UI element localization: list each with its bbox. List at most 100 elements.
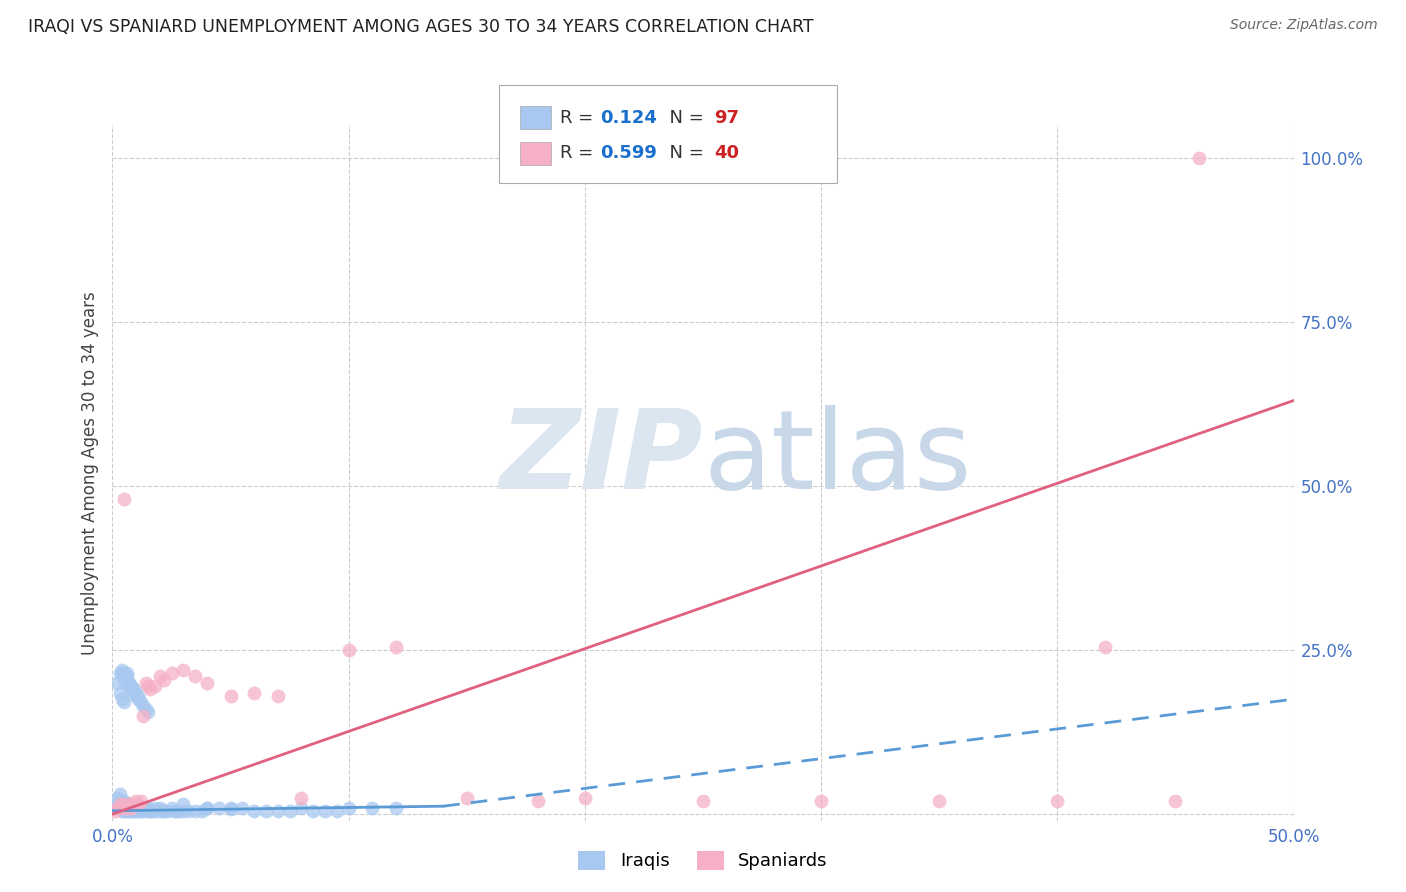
Point <box>149 669 172 683</box>
Point <box>337 643 360 657</box>
Point <box>120 679 142 693</box>
Point <box>302 804 325 818</box>
Point <box>111 794 134 808</box>
Point <box>172 797 194 812</box>
Point <box>243 804 266 818</box>
Point <box>111 797 134 812</box>
Y-axis label: Unemployment Among Ages 30 to 34 years: Unemployment Among Ages 30 to 34 years <box>80 291 98 655</box>
Point <box>112 794 135 808</box>
Point <box>125 800 148 814</box>
Point <box>108 686 131 700</box>
Point <box>111 692 134 706</box>
Point <box>231 800 253 814</box>
Point <box>163 804 186 818</box>
Point <box>105 675 128 690</box>
Point <box>115 800 138 814</box>
Point <box>810 794 832 808</box>
Point <box>120 682 142 697</box>
Point <box>254 804 277 818</box>
Text: ZIP: ZIP <box>499 405 703 512</box>
Text: atlas: atlas <box>703 405 972 512</box>
Point <box>692 794 714 808</box>
Point <box>385 800 408 814</box>
Point <box>219 689 242 703</box>
Point <box>127 800 149 814</box>
Point <box>195 800 218 814</box>
Point <box>574 790 596 805</box>
Point <box>129 794 152 808</box>
Point <box>127 804 149 818</box>
Point <box>136 679 159 693</box>
Point <box>136 804 159 818</box>
Text: 97: 97 <box>714 109 740 127</box>
Point <box>118 797 141 812</box>
Point <box>132 804 155 818</box>
Point <box>108 800 131 814</box>
Point <box>172 804 194 818</box>
Point <box>111 800 134 814</box>
Point <box>129 800 152 814</box>
Point <box>115 669 138 683</box>
Point <box>136 706 159 720</box>
Point <box>108 797 131 812</box>
Text: R =: R = <box>560 109 599 127</box>
Point <box>526 794 548 808</box>
Point <box>149 800 172 814</box>
Text: 0.124: 0.124 <box>600 109 657 127</box>
Point <box>104 804 127 818</box>
Point <box>120 800 142 814</box>
Point <box>120 800 142 814</box>
Point <box>120 804 142 818</box>
Point <box>290 790 312 805</box>
Text: R =: R = <box>560 145 599 162</box>
Point <box>115 804 138 818</box>
Point <box>139 682 162 697</box>
Point <box>118 797 141 812</box>
Point <box>132 698 155 713</box>
Point <box>150 804 173 818</box>
Point <box>111 800 134 814</box>
Point <box>156 804 179 818</box>
Point <box>118 675 141 690</box>
Point <box>115 665 138 680</box>
Point <box>105 800 128 814</box>
Point <box>143 800 166 814</box>
Point <box>153 673 176 687</box>
Point <box>122 682 145 697</box>
Point <box>112 696 135 710</box>
Point <box>208 800 231 814</box>
Point <box>219 800 242 814</box>
Point <box>122 804 145 818</box>
Point <box>129 804 152 818</box>
Point <box>118 679 141 693</box>
Point <box>267 804 290 818</box>
Point <box>135 675 157 690</box>
Legend: Iraqis, Spaniards: Iraqis, Spaniards <box>571 844 835 878</box>
Point <box>125 689 148 703</box>
Point <box>127 797 149 812</box>
Text: 0.599: 0.599 <box>600 145 657 162</box>
Point <box>195 675 218 690</box>
Point <box>337 800 360 814</box>
Point <box>111 663 134 677</box>
Point <box>456 790 478 805</box>
Point <box>132 708 155 723</box>
Point <box>105 797 128 812</box>
Point <box>104 800 127 814</box>
Text: N =: N = <box>658 109 710 127</box>
Point <box>167 804 190 818</box>
Point <box>153 804 176 818</box>
Point <box>326 804 349 818</box>
Point <box>177 804 200 818</box>
Point <box>125 804 148 818</box>
Point <box>139 804 162 818</box>
Point <box>115 673 138 687</box>
Point <box>928 794 950 808</box>
Point <box>135 702 157 716</box>
Point <box>118 800 141 814</box>
Point <box>111 804 134 818</box>
Text: 40: 40 <box>714 145 740 162</box>
Point <box>1164 794 1187 808</box>
Point <box>108 665 131 680</box>
Point <box>136 800 159 814</box>
